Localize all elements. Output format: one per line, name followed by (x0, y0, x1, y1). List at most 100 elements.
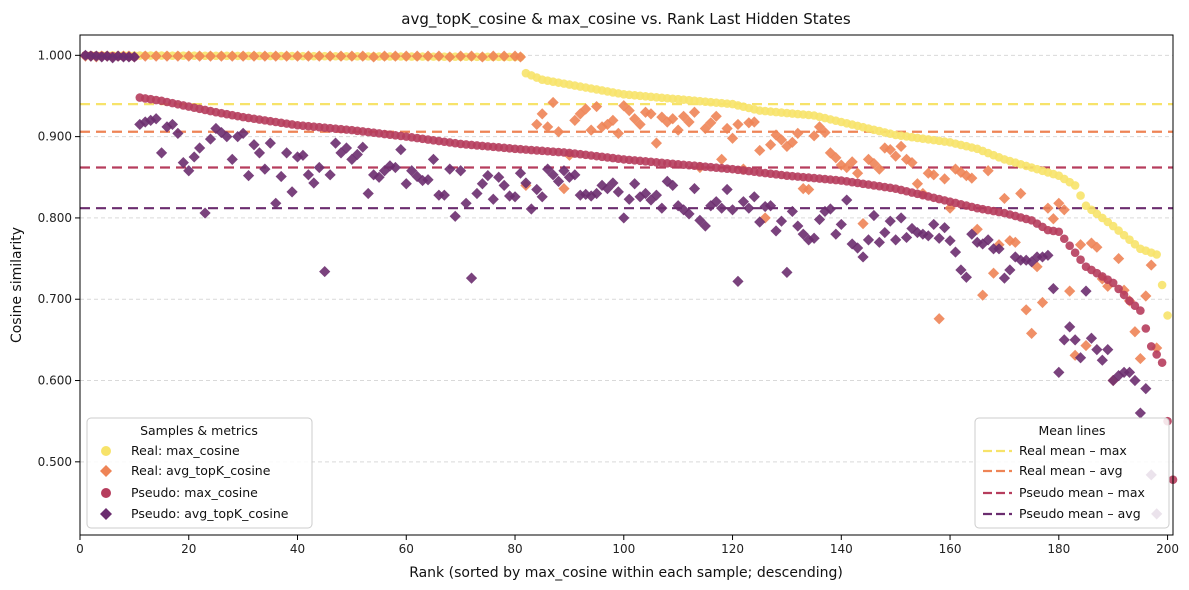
legend-marker-pseudo-max (101, 488, 111, 498)
data-point (183, 165, 195, 177)
data-point (542, 121, 554, 133)
data-point (199, 207, 211, 219)
data-point (618, 100, 630, 112)
data-point (1065, 241, 1074, 251)
legend-samples-box (86, 417, 313, 529)
data-point (1047, 283, 1059, 295)
data-point (1114, 284, 1123, 294)
data-point (884, 144, 896, 156)
data-point (498, 179, 510, 192)
data-point (335, 50, 347, 62)
data-point (1047, 213, 1059, 225)
data-point (384, 160, 396, 172)
data-point (177, 157, 189, 169)
data-point (612, 186, 624, 198)
data-point (558, 183, 570, 195)
data-point (629, 178, 641, 190)
data-point (1069, 349, 1081, 361)
data-point (1141, 324, 1151, 333)
data-point (683, 116, 695, 128)
data-point (672, 200, 684, 212)
y-tick-label: 1.000 (38, 48, 72, 62)
data-point (928, 169, 940, 181)
data-point (955, 166, 967, 178)
data-point (1085, 332, 1098, 344)
data-point (1042, 249, 1054, 261)
data-point (509, 191, 521, 203)
data-point (444, 163, 456, 175)
series-3 (79, 49, 1163, 520)
data-point (1080, 285, 1092, 297)
legend-samples-title: Samples & metrics (140, 423, 258, 438)
legend-label-real-mean-avg: Real mean – avg (1019, 463, 1123, 478)
data-point (966, 172, 978, 184)
legend-label-pseudo-mean-max: Pseudo mean – max (1019, 485, 1145, 500)
data-point (351, 148, 363, 161)
data-point (471, 187, 483, 200)
data-point (172, 127, 184, 139)
data-point (1059, 234, 1069, 244)
data-point (607, 177, 619, 189)
data-point (716, 153, 728, 165)
data-point (808, 130, 820, 142)
data-point (226, 153, 238, 165)
data-point (862, 234, 875, 246)
data-point (754, 216, 766, 228)
x-tick-label: 160 (939, 542, 962, 556)
data-point (580, 103, 592, 115)
data-point (683, 208, 695, 220)
data-point (868, 209, 880, 222)
data-point (656, 111, 668, 123)
data-point (900, 153, 913, 165)
data-point (1020, 304, 1032, 316)
data-point (1076, 191, 1085, 200)
data-point (819, 126, 831, 139)
data-point (890, 150, 902, 162)
data-point (161, 50, 173, 62)
data-point (813, 213, 826, 226)
data-point (960, 271, 972, 283)
data-point (281, 50, 293, 62)
data-point (688, 106, 701, 118)
data-point (1091, 241, 1103, 253)
data-point (194, 50, 206, 62)
data-point (411, 50, 423, 62)
data-point (1004, 264, 1016, 276)
data-point (726, 204, 739, 216)
data-point (487, 50, 499, 62)
data-point (1058, 204, 1070, 216)
data-point (1015, 187, 1027, 200)
data-point (542, 163, 554, 175)
data-point (667, 179, 679, 192)
data-point (520, 177, 532, 189)
data-point (536, 108, 548, 120)
data-point (569, 169, 581, 181)
data-point (324, 169, 336, 181)
data-point (308, 177, 320, 189)
data-point (775, 215, 788, 227)
data-point (139, 50, 151, 62)
legend-means-box (974, 417, 1170, 529)
data-point (514, 51, 527, 63)
data-point (601, 118, 614, 131)
legend-marker-real-avg (100, 465, 112, 477)
data-point (933, 232, 945, 244)
data-point (841, 194, 853, 206)
data-point (128, 51, 140, 63)
data-point (1074, 239, 1087, 251)
data-point (569, 114, 581, 126)
data-point (166, 118, 179, 131)
data-point (1134, 352, 1146, 365)
data-point (204, 50, 217, 62)
data-point (302, 169, 314, 181)
data-point (841, 161, 853, 174)
data-point (226, 50, 238, 62)
series-1 (79, 50, 1163, 387)
y-axis-ticks: 0.500 0.600 0.700 0.800 0.900 1.000 (38, 48, 80, 469)
data-point (721, 183, 733, 196)
data-point (248, 50, 260, 62)
data-point (960, 170, 972, 182)
data-point (1076, 255, 1085, 265)
data-point (1070, 248, 1080, 258)
data-point (465, 50, 478, 62)
